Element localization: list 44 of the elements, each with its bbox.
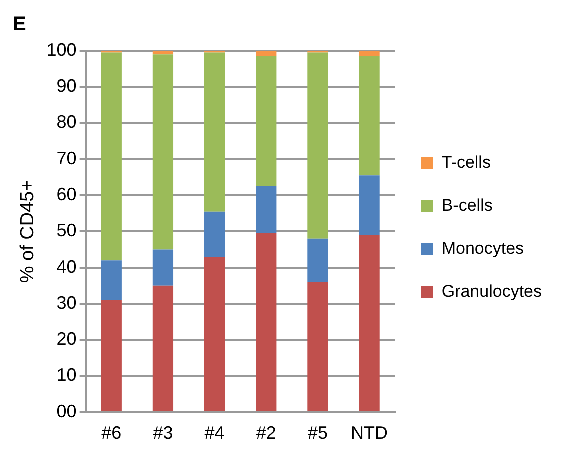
- y-tick-label: 100: [46, 40, 77, 60]
- bar: [204, 52, 226, 212]
- y-tick-label: 10: [56, 365, 77, 386]
- bar: [256, 56, 277, 187]
- bar: [101, 300, 122, 412]
- x-tick-label: NTD: [351, 423, 388, 444]
- y-tick-label: 20: [56, 329, 77, 350]
- x-tick-label: #3: [153, 423, 174, 444]
- y-tick-label: 80: [56, 112, 77, 132]
- legend-label: Granulocytes: [442, 282, 542, 302]
- y-tick-label: 50: [56, 220, 77, 241]
- x-tick-label: #4: [204, 423, 225, 444]
- y-tick-label: 30: [56, 292, 77, 313]
- x-tick-label: #2: [256, 423, 276, 444]
- chart-title: E: [13, 14, 26, 36]
- bar: [152, 286, 174, 412]
- bar: [308, 238, 328, 282]
- bar: [256, 186, 277, 234]
- legend-label: B-cells: [442, 196, 493, 216]
- bar: [152, 51, 174, 55]
- y-tick-label: 70: [56, 148, 77, 168]
- legend-label: Monocytes: [442, 239, 524, 258]
- legend-label: T-cells: [442, 153, 491, 172]
- x-tick-label: #5: [308, 423, 328, 444]
- y-tick-label: 40: [56, 256, 77, 277]
- bar: [204, 212, 226, 257]
- y-tick-label: 00: [56, 401, 77, 422]
- bar: [359, 56, 380, 176]
- y-tick-label: 60: [56, 184, 77, 205]
- x-tick-label: #6: [102, 423, 122, 444]
- bar: [101, 260, 122, 300]
- bar: [359, 235, 380, 412]
- bar: [359, 176, 380, 236]
- bar: [256, 51, 277, 56]
- bar: [256, 234, 277, 412]
- bar: [204, 257, 226, 412]
- bar: [152, 250, 174, 286]
- bar: [308, 282, 328, 412]
- bar: [308, 52, 328, 239]
- bar: [101, 52, 122, 261]
- y-axis-title: % of CD45+: [18, 180, 39, 284]
- y-tick-label: 90: [56, 76, 77, 96]
- bar: [359, 51, 380, 56]
- bar: [152, 54, 174, 250]
